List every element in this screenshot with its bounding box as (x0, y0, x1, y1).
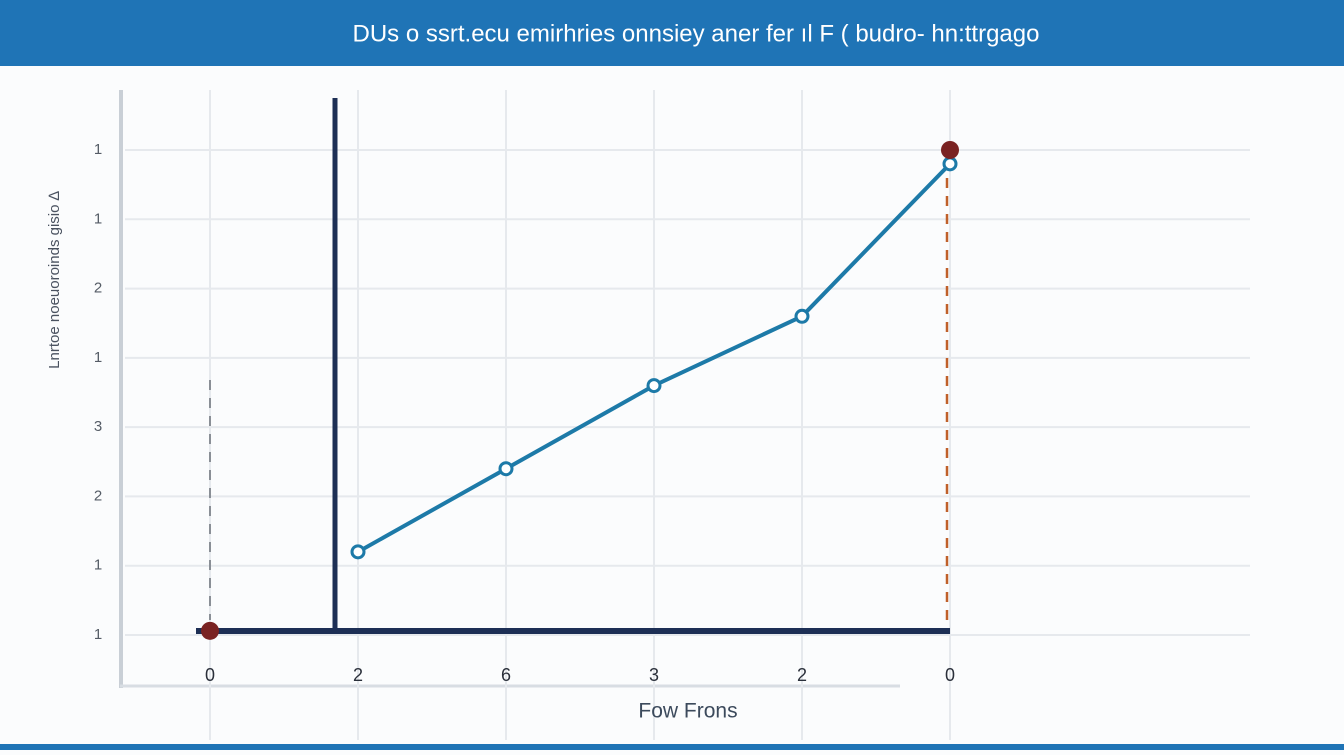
y-tick-label: 1 (94, 557, 102, 574)
x-tick-label: 3 (649, 665, 659, 685)
y-tick-label: 3 (94, 418, 102, 435)
y-tick-label: 1 (94, 626, 102, 643)
x-tick-label: 6 (501, 665, 511, 685)
x-axis-label: Fow Frons (638, 700, 737, 723)
x-tick-label: 0 (945, 665, 955, 685)
y-axis-label: Lnrtoe noeuoroinds gisio ∆ (46, 190, 63, 368)
point (498, 461, 514, 477)
x-tick-label: 0 (205, 665, 215, 685)
footer-bar (0, 744, 1344, 750)
chart-title: DUs o ssrt.ecu emirhries onnsiey aner fe… (353, 20, 1040, 47)
point (942, 156, 958, 172)
point (201, 621, 219, 640)
y-tick-label: 1 (94, 210, 102, 227)
y-tick-label: 1 (94, 349, 102, 366)
point (941, 141, 959, 159)
point (646, 378, 662, 394)
x-tick-label: 2 (797, 665, 807, 685)
y-tick-label: 1 (94, 141, 102, 158)
y-tick-label: 2 (94, 280, 102, 297)
y-tick-label: 2 (94, 487, 102, 504)
point (794, 308, 810, 324)
point (350, 544, 366, 560)
header-bar (0, 0, 1344, 66)
x-tick-label: 2 (353, 665, 363, 685)
